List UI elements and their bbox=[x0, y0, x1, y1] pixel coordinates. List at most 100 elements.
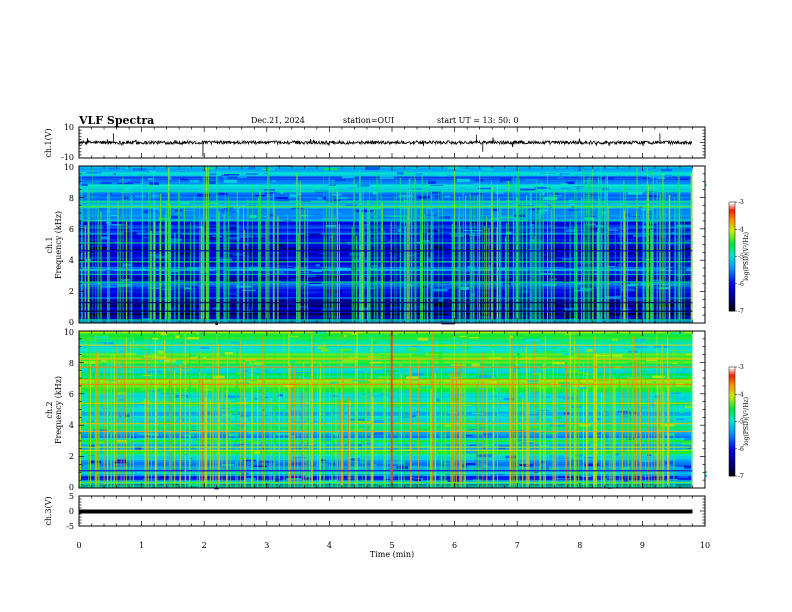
spectrogram-cell bbox=[347, 420, 362, 422]
colorbar-segment bbox=[729, 298, 735, 301]
ch3-waveform-panel: 5 0 -5 ch.3(V) bbox=[44, 492, 706, 531]
colorbar-segment bbox=[729, 421, 735, 424]
spectrogram-cell bbox=[308, 266, 322, 270]
spectrogram-cell bbox=[263, 216, 267, 218]
spectrogram-cell bbox=[134, 465, 146, 469]
spectrogram-cell bbox=[663, 457, 670, 460]
spectrogram-cell bbox=[123, 408, 140, 411]
spectrogram-cell bbox=[418, 386, 432, 389]
spectrogram-cell bbox=[573, 185, 584, 187]
spectrogram-cell bbox=[633, 234, 647, 238]
ch3-waveform-ylabel: ch.3(V) bbox=[44, 496, 53, 525]
spectrogram-band bbox=[79, 216, 693, 219]
spectrogram-nodata bbox=[692, 331, 705, 488]
spectrogram-cell bbox=[683, 404, 693, 406]
spectrogram-cell bbox=[389, 444, 398, 448]
spectrogram-cell bbox=[495, 388, 502, 391]
spectrogram-cell bbox=[574, 173, 590, 175]
spectrogram-cell bbox=[118, 470, 123, 473]
spectrogram-cell bbox=[219, 266, 223, 268]
spectrogram-cell bbox=[502, 222, 516, 226]
spectrogram-cell bbox=[124, 364, 130, 368]
spectrogram-cell bbox=[653, 345, 670, 348]
spectrogram-cell bbox=[246, 373, 256, 376]
spectrogram-cell bbox=[524, 179, 539, 181]
spectrogram-cell bbox=[116, 439, 127, 443]
spectrogram-cell bbox=[387, 360, 402, 362]
spectrogram-cell bbox=[141, 185, 147, 187]
spectrogram-cell bbox=[189, 457, 193, 460]
spectrogram-cell bbox=[566, 181, 575, 185]
spectrogram-cell bbox=[143, 210, 149, 214]
xtick-9: 9 bbox=[640, 541, 645, 550]
spectrogram-cell bbox=[356, 421, 372, 424]
spectrogram-cell bbox=[554, 458, 570, 460]
spectrogram-cell bbox=[300, 403, 309, 407]
spectrogram-cell bbox=[146, 370, 162, 373]
colorbar-segment bbox=[729, 252, 735, 256]
spectrogram-cell bbox=[518, 290, 529, 293]
colorbar-segment bbox=[729, 426, 735, 430]
spectrogram-cell bbox=[598, 176, 615, 180]
colorbar-segment bbox=[729, 388, 735, 392]
spectrogram-cell bbox=[301, 377, 311, 380]
spectrogram-cell bbox=[495, 299, 509, 303]
spectrogram-cell bbox=[625, 394, 628, 397]
spectrogram-cell bbox=[191, 266, 206, 270]
spectrogram-cell bbox=[228, 248, 241, 250]
spectrogram-cell bbox=[603, 410, 607, 413]
spectrogram-cell bbox=[325, 347, 329, 349]
spectrogram-cell bbox=[617, 410, 630, 413]
spectrogram-cell bbox=[262, 447, 265, 451]
spectrogram-cell bbox=[484, 359, 488, 362]
spectrogram-cell bbox=[361, 426, 368, 430]
spectrogram-cell bbox=[626, 342, 631, 344]
colorbar-segment bbox=[729, 383, 735, 386]
spectrogram-cell bbox=[163, 370, 172, 373]
spectrogram-cell bbox=[396, 465, 409, 470]
colorbar-segment bbox=[729, 303, 735, 306]
spectrogram-cell bbox=[235, 424, 247, 428]
spectrogram-cell bbox=[286, 266, 294, 268]
spectrogram-cell bbox=[148, 178, 153, 180]
spectrogram-cell bbox=[661, 332, 672, 334]
spectrogram-cell bbox=[101, 359, 108, 363]
spectrogram-cell bbox=[142, 236, 148, 238]
colorbar-tick-label: -7 bbox=[738, 308, 744, 315]
spectrogram-cell bbox=[330, 174, 338, 176]
colorbar-segment bbox=[729, 269, 735, 272]
colorbar-segment bbox=[729, 463, 735, 466]
spectrogram-cell bbox=[116, 375, 123, 379]
spectrogram-cell bbox=[388, 229, 399, 232]
spectrogram-band bbox=[79, 228, 693, 231]
spectrogram-cell bbox=[135, 195, 147, 197]
spectrogram-cell bbox=[222, 175, 228, 179]
spectrogram-cell bbox=[214, 472, 228, 474]
spectrogram-cell bbox=[651, 197, 658, 199]
spectrogram-cell bbox=[485, 416, 492, 419]
spectrogram-band bbox=[79, 288, 693, 292]
spectrogram-cell bbox=[119, 252, 124, 254]
spectrogram-cell bbox=[219, 349, 230, 351]
colorbar-segment bbox=[729, 292, 735, 296]
spectrogram-cell bbox=[238, 342, 241, 344]
colorbar-segment bbox=[729, 258, 735, 261]
spectrogram-cell bbox=[439, 466, 446, 468]
spectrogram-cell bbox=[556, 478, 571, 480]
spectrogram-cell bbox=[210, 175, 218, 177]
spectrogram-cell bbox=[189, 303, 205, 305]
spectrogram-cell bbox=[383, 475, 395, 479]
spectrogram-cell bbox=[97, 315, 102, 318]
ch3-waveform-ticks bbox=[78, 495, 706, 527]
spectrogram-cell bbox=[676, 274, 685, 277]
spectrogram-cell bbox=[93, 336, 109, 339]
colorbar-segment bbox=[729, 394, 735, 397]
spectrogram-cell bbox=[575, 454, 585, 457]
spectrogram-cell bbox=[222, 275, 229, 279]
spectrogram-cell bbox=[665, 275, 679, 278]
spectrogram-cell bbox=[568, 199, 574, 202]
spectrogram-cell bbox=[131, 229, 147, 232]
spectrogram-cell bbox=[290, 302, 300, 305]
spectrogram-cell bbox=[475, 459, 480, 463]
spectrogram-cell bbox=[159, 451, 172, 455]
